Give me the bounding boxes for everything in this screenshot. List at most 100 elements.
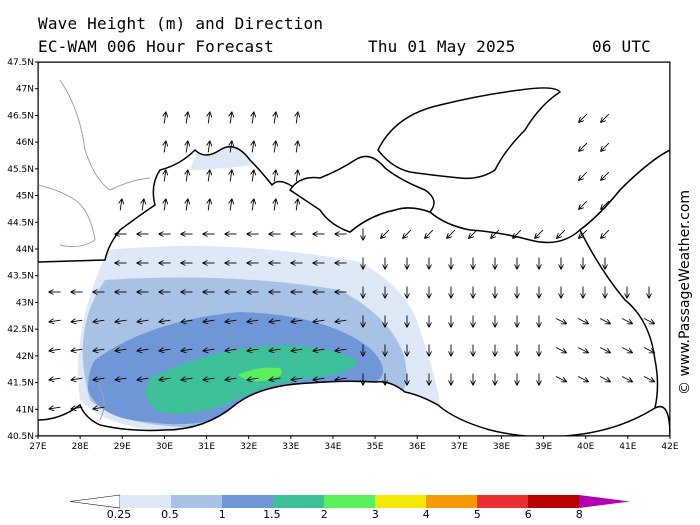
direction-arrow bbox=[601, 113, 610, 122]
direction-arrow bbox=[138, 320, 149, 322]
direction-arrow bbox=[204, 378, 215, 380]
direction-arrow bbox=[186, 200, 188, 211]
direction-arrow bbox=[535, 229, 544, 238]
direction-arrow bbox=[579, 142, 588, 151]
direction-arrow bbox=[425, 229, 434, 238]
lat-tick-label: 47.5N bbox=[7, 58, 34, 68]
direction-arrow bbox=[601, 229, 610, 238]
direction-arrow bbox=[204, 320, 215, 322]
direction-arrow bbox=[292, 349, 303, 351]
direction-arrow bbox=[336, 320, 347, 322]
direction-arrow bbox=[270, 320, 281, 322]
direction-arrow bbox=[336, 349, 347, 351]
colorbar-swatch bbox=[222, 495, 273, 508]
direction-arrow bbox=[94, 349, 105, 351]
direction-arrow bbox=[643, 376, 654, 382]
lon-tick-label: 27E bbox=[29, 442, 46, 452]
colorbar-swatch bbox=[426, 495, 477, 508]
direction-arrow bbox=[601, 200, 610, 209]
crimea-coast bbox=[288, 155, 435, 233]
direction-arrow bbox=[94, 320, 105, 322]
colorbar-label: 0.5 bbox=[161, 508, 179, 521]
direction-arrow bbox=[469, 229, 478, 238]
forecast-time: 06 UTC bbox=[592, 37, 651, 56]
credit-text: © www.PassageWeather.com bbox=[677, 189, 693, 395]
forecast-date: Thu 01 May 2025 bbox=[368, 37, 516, 56]
direction-arrow bbox=[50, 320, 61, 322]
direction-arrow bbox=[142, 200, 144, 211]
wave-band-marmara-light bbox=[40, 438, 100, 462]
colorbar-label: 3 bbox=[371, 508, 379, 521]
lat-tick-label: 41N bbox=[16, 405, 34, 415]
direction-arrow bbox=[72, 320, 83, 322]
direction-arrow bbox=[252, 113, 254, 124]
direction-arrow bbox=[164, 171, 166, 182]
lon-tick-label: 28E bbox=[72, 442, 89, 452]
direction-arrow bbox=[296, 113, 298, 124]
direction-arrow bbox=[599, 376, 610, 382]
direction-arrow bbox=[643, 318, 654, 324]
direction-arrow bbox=[226, 320, 237, 322]
direction-arrow bbox=[160, 320, 171, 322]
colorbar-swatch bbox=[528, 495, 579, 508]
direction-arrow bbox=[182, 349, 193, 351]
lon-tick-label: 41E bbox=[619, 442, 636, 452]
direction-arrow bbox=[248, 349, 259, 351]
colorbar bbox=[69, 494, 630, 509]
lon-tick-label: 29E bbox=[114, 442, 131, 452]
direction-arrow bbox=[164, 113, 166, 124]
colorbar-label: 5 bbox=[473, 508, 481, 521]
direction-arrow bbox=[296, 171, 298, 182]
direction-arrow bbox=[230, 171, 232, 182]
direction-arrow bbox=[50, 349, 61, 351]
colorbar-label: 0.25 bbox=[106, 508, 132, 521]
lon-tick-label: 35E bbox=[366, 442, 383, 452]
direction-arrow bbox=[72, 378, 83, 380]
direction-arrow bbox=[577, 318, 588, 324]
direction-arrow bbox=[557, 229, 566, 238]
direction-arrow bbox=[579, 200, 588, 209]
lat-tick-label: 44.5N bbox=[7, 218, 34, 228]
direction-arrow bbox=[579, 171, 588, 180]
direction-arrow bbox=[270, 378, 281, 380]
lat-tick-label: 45N bbox=[16, 192, 34, 202]
direction-arrow bbox=[116, 320, 127, 322]
direction-arrow bbox=[208, 200, 210, 211]
direction-arrow bbox=[555, 318, 566, 324]
direction-arrow bbox=[381, 229, 390, 238]
direction-arrow bbox=[186, 142, 188, 153]
direction-arrow bbox=[160, 378, 171, 380]
lon-tick-label: 33E bbox=[282, 442, 299, 452]
direction-arrow bbox=[599, 347, 610, 353]
direction-arrow bbox=[186, 171, 188, 182]
direction-arrow bbox=[314, 320, 325, 322]
direction-arrow bbox=[138, 349, 149, 351]
direction-arrow bbox=[164, 142, 166, 153]
lat-tick-label: 42.5N bbox=[7, 325, 34, 335]
direction-arrow bbox=[292, 320, 303, 322]
colorbar-label: 2 bbox=[320, 508, 328, 521]
colorbar-swatch bbox=[375, 495, 426, 508]
lon-tick-label: 31E bbox=[198, 442, 215, 452]
direction-arrow bbox=[643, 347, 654, 353]
direction-arrow bbox=[555, 376, 566, 382]
direction-arrow bbox=[248, 320, 259, 322]
direction-arrow bbox=[252, 200, 254, 211]
lat-tick-label: 43N bbox=[16, 298, 34, 308]
colorbar-swatch bbox=[171, 495, 222, 508]
lat-tick-label: 47N bbox=[16, 85, 34, 95]
lon-tick-label: 34E bbox=[324, 442, 341, 452]
direction-arrow bbox=[120, 200, 122, 211]
colorbar-swatch bbox=[273, 495, 324, 508]
colorbar-label: 1.5 bbox=[263, 508, 281, 521]
lat-tick-label: 44N bbox=[16, 245, 34, 255]
direction-arrow bbox=[182, 378, 193, 380]
lat-tick-label: 42N bbox=[16, 352, 34, 362]
direction-arrow bbox=[314, 349, 325, 351]
direction-arrow bbox=[208, 171, 210, 182]
lat-tick-label: 46.5N bbox=[7, 111, 34, 121]
lon-tick-label: 39E bbox=[535, 442, 552, 452]
direction-arrow bbox=[230, 200, 232, 211]
direction-arrow bbox=[599, 318, 610, 324]
